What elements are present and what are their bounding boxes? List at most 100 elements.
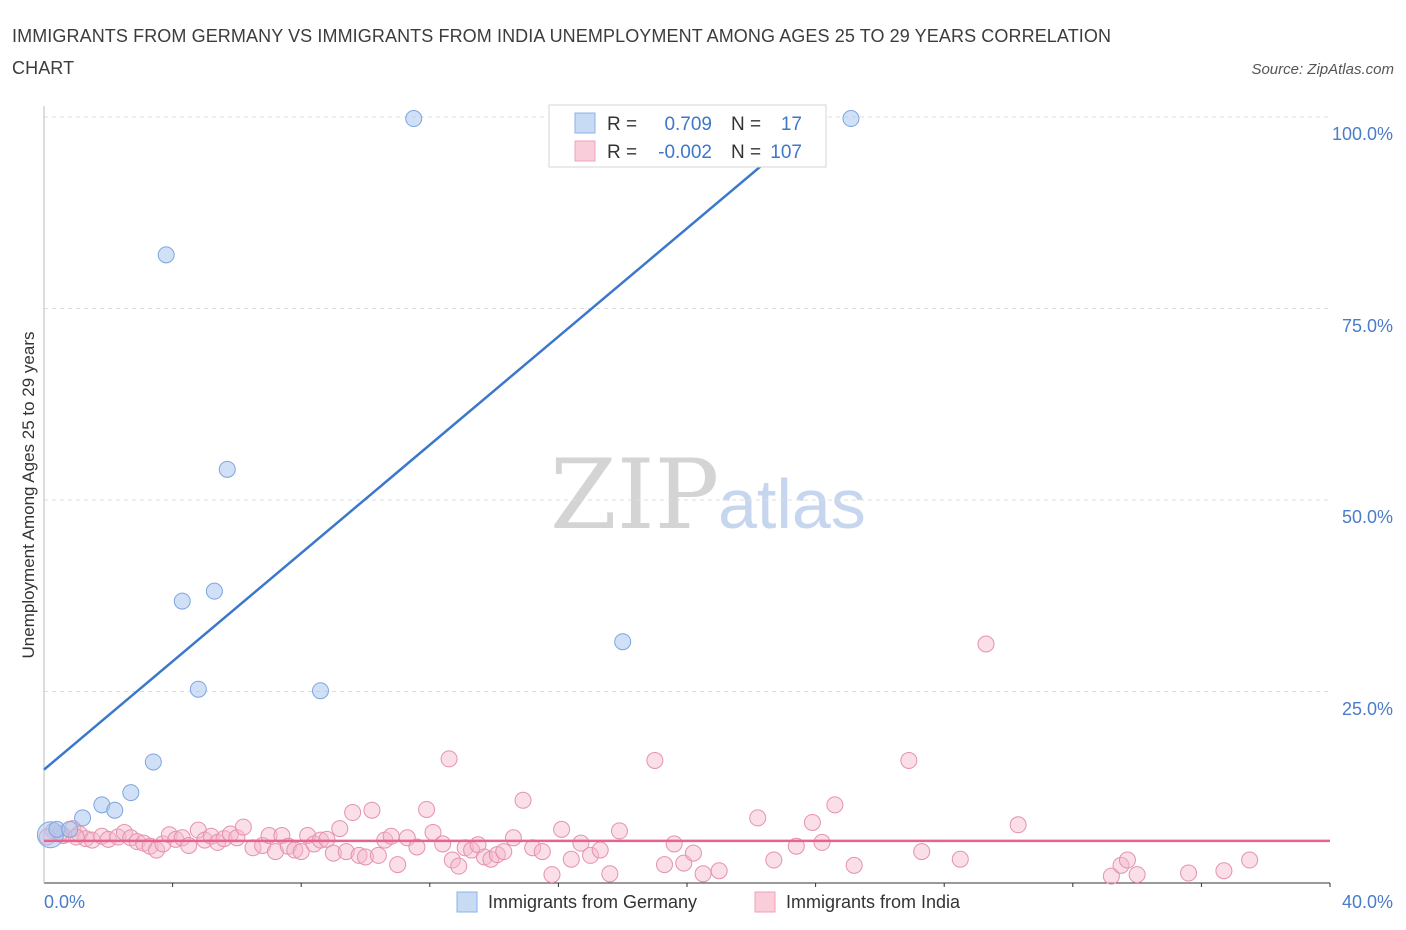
y-tick-label-100: 100.0% [1332,124,1393,144]
india-point [234,818,252,836]
india-point [951,850,969,868]
india-point [504,829,522,847]
germany-point [405,110,423,128]
india-point [665,835,683,853]
legend-germany-swatch [456,891,478,913]
india-point [369,846,387,864]
india-point [977,635,995,653]
india-point [331,820,349,838]
india-points [38,635,1259,885]
india-point [450,857,468,875]
india-r-value: -0.002 [658,142,712,163]
india-point [273,827,291,845]
germany-point [74,809,92,827]
india-point [266,843,284,861]
germany-point [205,582,223,600]
grid-lines [44,116,1330,692]
germany-point [614,633,632,651]
germany-trend-line [43,119,817,771]
germany-n-label: N = [731,114,761,135]
india-point [434,835,452,853]
india-point [1180,864,1198,882]
germany-r-value: 0.709 [664,114,712,135]
india-point [787,837,805,855]
germany-point [218,460,236,478]
germany-r-label: R = [607,114,637,135]
india-point [655,856,673,874]
germany-point [144,753,162,771]
india-point [813,833,831,851]
source-label: Source: ZipAtlas.com [1251,61,1394,78]
germany-point [61,820,79,838]
germany-point [173,592,191,610]
india-point [299,827,317,845]
series-legend: Immigrants from Germany Immigrants from … [456,891,961,913]
india-point [475,848,493,866]
y-tick-label-25: 25.0% [1342,699,1393,719]
india-point [1215,862,1233,880]
india-point [1128,866,1146,884]
legend-india-swatch [754,891,776,913]
india-point [357,848,374,866]
india-point [514,791,532,809]
india-point [495,843,513,861]
germany-point [157,246,175,264]
india-point [601,865,619,883]
india-point [710,862,728,880]
india-point [826,796,844,814]
y-tick-label-75: 75.0% [1342,316,1393,336]
x-axis-ticks [172,883,1331,887]
india-point [845,856,863,874]
germany-legend-swatch [574,112,596,134]
watermark-zip: ZIP [550,439,719,551]
y-axis-label: Unemployment Among Ages 25 to 29 years [19,332,38,659]
india-r-label: R = [607,142,637,163]
india-point [610,822,628,840]
legend-germany-label: Immigrants from Germany [488,892,697,912]
x-tick-label-max: 40.0% [1342,892,1393,912]
india-n-value: 107 [770,142,802,163]
india-point [443,851,461,869]
india-point [749,809,767,827]
stats-legend: R = 0.709 N = 17 R = -0.002 N = 107 [548,104,827,168]
india-point [913,843,931,861]
india-point [350,846,368,864]
germany-point [311,682,329,700]
india-point [900,751,918,769]
india-point [803,813,821,831]
x-tick-label-min: 0.0% [44,892,85,912]
india-point [324,844,342,862]
india-point [591,841,609,859]
india-point [1102,867,1120,885]
india-point [1118,851,1136,869]
india-point [440,750,458,768]
legend-india-label: Immigrants from India [786,892,961,912]
india-point [1241,851,1259,869]
india-point [389,856,407,874]
india-point [553,820,571,838]
trend-lines [43,119,1330,843]
india-point [765,851,783,869]
india-point [337,843,355,861]
india-point [582,846,600,864]
india-point [292,843,310,861]
india-point [1009,816,1027,834]
india-point [318,830,336,848]
germany-n-value: 17 [781,114,802,135]
watermark-atlas: atlas [718,465,866,543]
india-point [572,834,590,852]
india-point [646,751,664,769]
india-point [260,827,278,845]
y-tick-label-50: 50.0% [1342,507,1393,527]
germany-point [122,784,140,802]
chart-title: IMMIGRANTS FROM GERMANY VS IMMIGRANTS FR… [12,26,1112,78]
india-point [344,804,362,822]
india-point [562,850,580,868]
germany-point [189,680,207,698]
india-point [363,801,381,819]
india-point [684,844,702,862]
india-point [533,843,551,861]
india-point [543,866,561,884]
india-legend-swatch [574,140,596,162]
